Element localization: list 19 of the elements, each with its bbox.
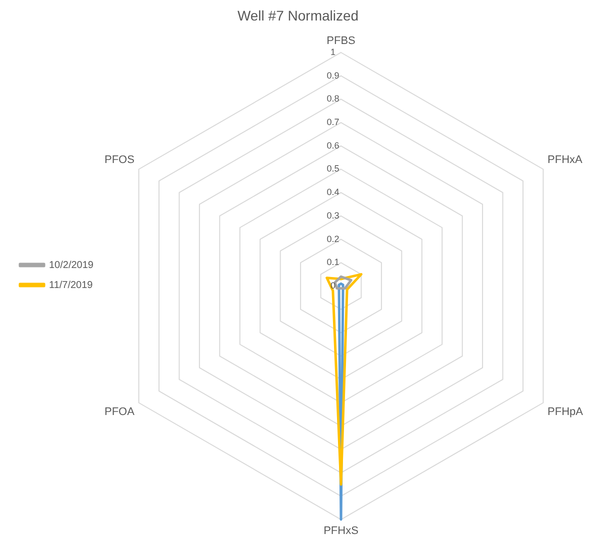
legend-label: 11/7/2019	[49, 280, 94, 291]
spoke-label: PFBS	[326, 34, 356, 47]
y-tick-label: 0.8	[326, 94, 340, 104]
y-tick-label: 0.1	[326, 257, 340, 268]
spoke-label: PFOA	[104, 406, 136, 418]
y-tick-label: 0.6	[326, 140, 340, 150]
y-tick-label: 0.2	[326, 234, 340, 244]
y-tick-label: 0.7	[326, 117, 340, 128]
chart-title: Well #7 Normalized	[237, 7, 359, 24]
legend-label: 10/2/2019	[49, 260, 94, 271]
spoke-label: PFHxS	[324, 525, 358, 538]
spoke-label: PFHpA	[548, 406, 584, 418]
y-tick-label: 1	[330, 46, 336, 57]
y-tick-label: 0.9	[326, 70, 340, 80]
y-tick-label: 0.4	[326, 187, 340, 198]
spoke-label: PFOS	[104, 154, 134, 166]
spoke-label: PFHxA	[548, 154, 584, 166]
y-tick-label: 0.5	[326, 164, 340, 174]
y-tick-label: 0.3	[326, 210, 340, 220]
